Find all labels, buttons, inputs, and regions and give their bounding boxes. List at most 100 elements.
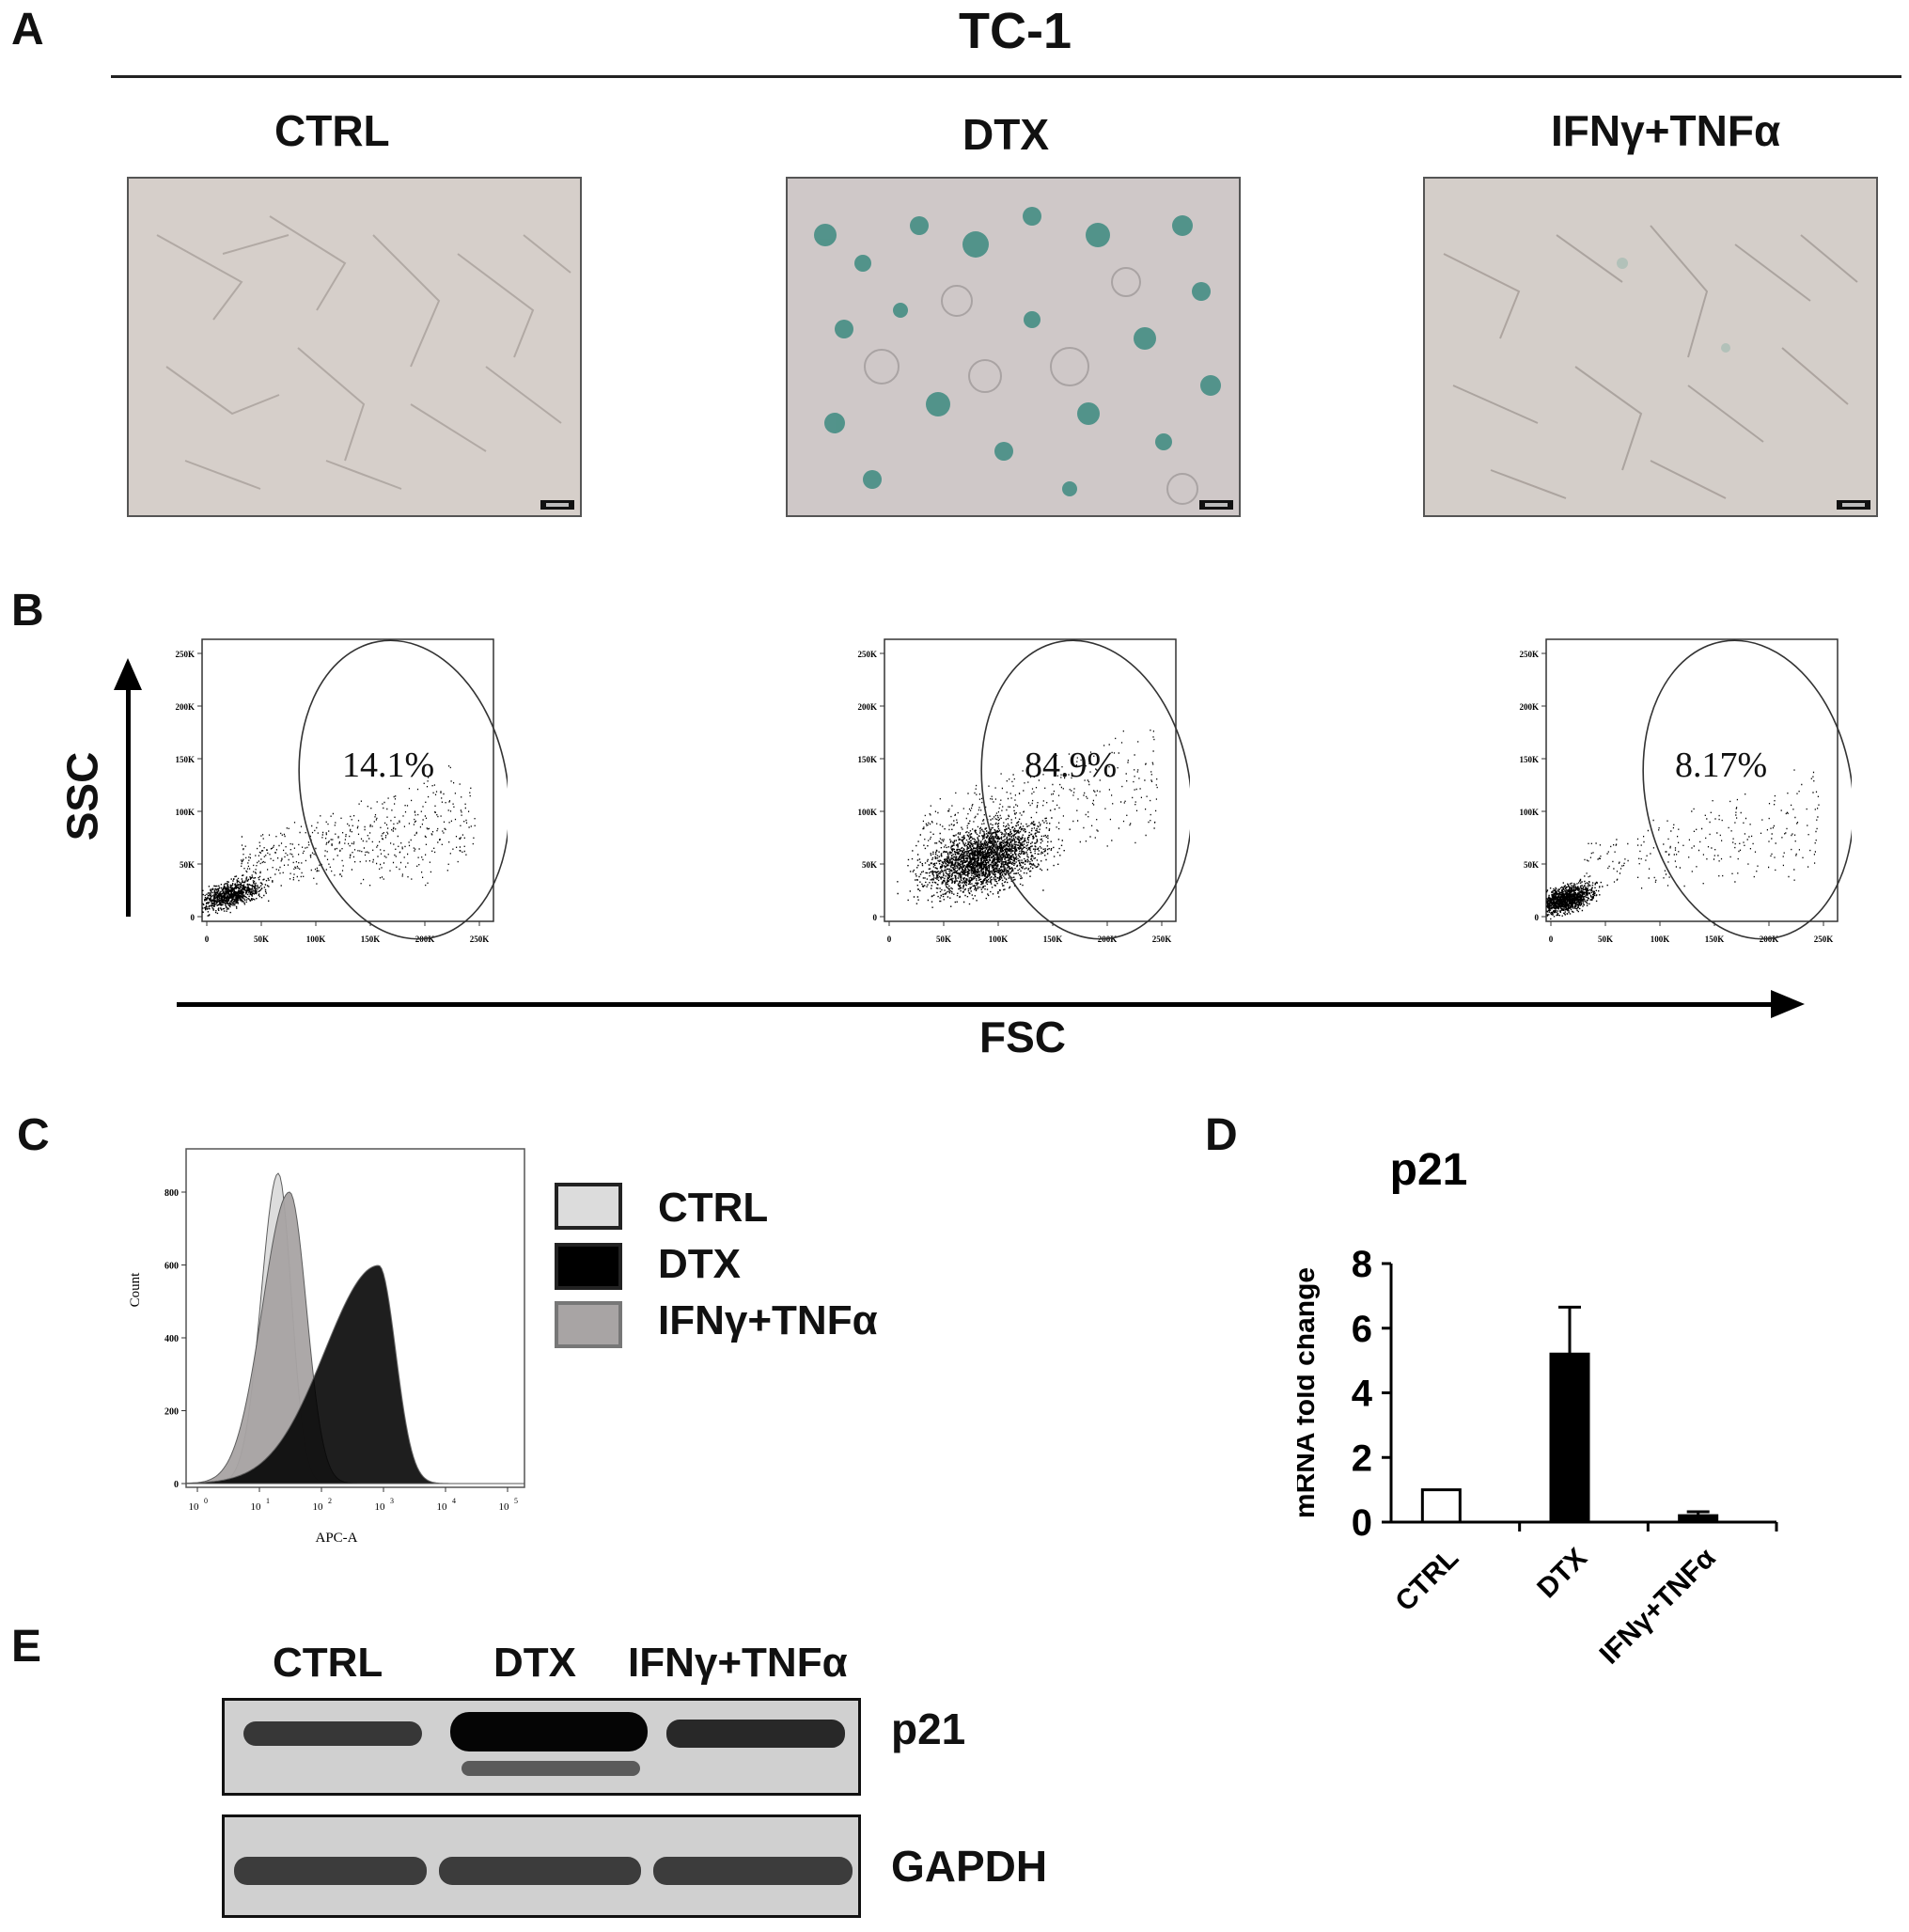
ssc-arrow-shaft — [126, 686, 131, 917]
band-p21-dtx-lower — [462, 1761, 640, 1776]
scatter-y-tick-label: 150K — [1519, 755, 1539, 764]
scatter-x-tick-label: 250K — [1152, 935, 1172, 944]
scatter-gate — [1642, 639, 1854, 940]
scale-bar-ifn — [1837, 500, 1870, 510]
legend-swatch-ifn — [555, 1301, 622, 1348]
bar-y-label: mRNA fold change — [1297, 1267, 1321, 1518]
band-p21-ifn — [666, 1720, 845, 1748]
scatter-x-tick-label: 50K — [254, 935, 269, 944]
histogram-y-tick-label: 0 — [174, 1480, 179, 1490]
histogram-x-tick-exponent: 2 — [328, 1497, 332, 1505]
scatter-events — [1546, 769, 1820, 920]
scatter-y-tick-label: 150K — [857, 755, 877, 764]
histogram-x-tick-label: 10 — [189, 1501, 200, 1513]
panel-a-label-ctrl: CTRL — [274, 106, 390, 155]
legend-swatch-ctrl — [555, 1183, 622, 1230]
panel-a-label-ifn: IFNγ+TNFα — [1551, 106, 1781, 155]
histogram-y-tick-label: 400 — [164, 1334, 179, 1344]
panel-a-letter: A — [11, 5, 44, 55]
scatter-events — [202, 765, 476, 917]
micrograph-ifn-tnf — [1423, 177, 1878, 517]
legend-label-ctrl: CTRL — [658, 1185, 769, 1231]
scatter-x-tick-label: 250K — [1814, 935, 1834, 944]
gate-percent-ifn: 8.17% — [1675, 746, 1768, 785]
histogram-plot: 800 600 400 200 0 10 0 10 1 10 2 10 3 10 4 10 5 APC-A Coun… — [120, 1138, 543, 1570]
scatter-y-tick-label: 200K — [857, 702, 877, 712]
histogram-x-tick-exponent: 0 — [204, 1497, 208, 1505]
bar-y-tick-label: 2 — [1352, 1437, 1372, 1479]
lane-label-ctrl: CTRL — [273, 1640, 383, 1686]
panel-d-letter: D — [1205, 1110, 1238, 1160]
bar — [1678, 1514, 1719, 1524]
histogram-x-tick-label: 10 — [437, 1501, 448, 1513]
micrograph-ctrl-cells — [156, 215, 571, 490]
gate-percent-ctrl: 14.1% — [342, 746, 435, 785]
scatter-gate — [980, 639, 1193, 940]
histogram-x-tick-exponent: 5 — [514, 1497, 518, 1505]
panel-a-label-dtx: DTX — [962, 110, 1049, 159]
blot-label-p21: p21 — [891, 1704, 966, 1753]
bar-category-label: DTX — [1531, 1543, 1593, 1605]
panel-e-letter: E — [11, 1622, 42, 1672]
bar-y-tick-label: 6 — [1352, 1309, 1372, 1350]
scatter-x-tick-label: 50K — [1598, 935, 1613, 944]
scatter-frame — [201, 638, 494, 922]
scatter-x-tick-label: 150K — [361, 935, 381, 944]
histogram-x-tick-label: 10 — [375, 1501, 386, 1513]
bar — [1549, 1352, 1590, 1524]
scatter-x-tick-label: 100K — [1651, 935, 1670, 944]
bar-chart-title: p21 — [1390, 1145, 1468, 1195]
band-gapdh-ifn — [653, 1857, 853, 1885]
scatter-frame — [1545, 638, 1839, 922]
legend-swatch-dtx — [555, 1243, 622, 1290]
scatter-gate — [298, 639, 510, 940]
histogram-x-label: APC-A — [315, 1531, 357, 1546]
fsc-arrow-head — [1771, 990, 1805, 1018]
fsc-arrow-shaft — [177, 1002, 1775, 1007]
ssc-axis-label: SSC — [57, 751, 107, 841]
scatter-y-tick-label: 100K — [857, 808, 877, 817]
western-blot-p21 — [222, 1698, 861, 1796]
panel-a-title-rule — [111, 75, 1901, 78]
scatter-events — [897, 730, 1158, 908]
legend-label-dtx: DTX — [658, 1241, 741, 1287]
scatter-y-tick-label: 250K — [1519, 650, 1539, 659]
scatter-plot-ifn-tnf: 250K 200K 150K 100K 50K 0 0 50K 100K 150K 200K 250K… — [1504, 628, 1854, 966]
scatter-plot-dtx: 250K 200K 150K 100K 50K 0 0 50K 100K 150K 200K 250K… — [842, 628, 1193, 966]
band-gapdh-ctrl — [234, 1857, 427, 1885]
band-p21-dtx — [450, 1712, 648, 1751]
scatter-x-tick-label: 50K — [936, 935, 951, 944]
scatter-y-tick-label: 150K — [175, 755, 195, 764]
bar-y-tick-label: 8 — [1352, 1244, 1372, 1285]
fsc-axis-label: FSC — [979, 1013, 1066, 1061]
scatter-plot-ctrl: 250K 200K 150K 100K 50K 0 0 50K 100K 150K 200K 250K… — [160, 628, 510, 966]
blot-label-gapdh: GAPDH — [891, 1842, 1048, 1891]
histogram-y-label: Count — [128, 1272, 143, 1308]
bar-chart-svg: p21 0 2 4 6 8 mRNA fold change CTRL DTX IFNγ+TNFα — [1290, 1145, 1778, 1671]
histogram-x-tick-exponent: 4 — [452, 1497, 456, 1505]
scatter-x-tick-label: 0 — [1549, 935, 1554, 944]
micrograph-ctrl — [127, 177, 582, 517]
histogram-x-tick-exponent: 1 — [266, 1497, 270, 1505]
scatter-x-tick-label: 150K — [1043, 935, 1063, 944]
scatter-y-tick-label: 200K — [175, 702, 195, 712]
micrograph-dtx-cells — [814, 207, 1221, 505]
scatter-y-tick-label: 50K — [1524, 860, 1539, 870]
bar-y-tick-label: 4 — [1352, 1374, 1373, 1415]
histogram-y-tick-label: 800 — [164, 1188, 179, 1199]
scatter-x-tick-label: 100K — [306, 935, 326, 944]
bar-category-label: IFNγ+TNFα — [1594, 1542, 1722, 1670]
band-p21-ctrl — [243, 1721, 422, 1746]
panel-a-title: TC-1 — [959, 3, 1072, 59]
bar — [1420, 1488, 1462, 1524]
scatter-x-tick-label: 100K — [989, 935, 1009, 944]
histogram-x-tick-label: 10 — [313, 1501, 324, 1513]
scatter-y-tick-label: 50K — [862, 860, 877, 870]
scatter-y-tick-label: 250K — [857, 650, 877, 659]
histogram-x-tick-label: 10 — [499, 1501, 510, 1513]
scatter-y-tick-label: 100K — [1519, 808, 1539, 817]
bar-y-tick-label: 0 — [1352, 1502, 1372, 1544]
